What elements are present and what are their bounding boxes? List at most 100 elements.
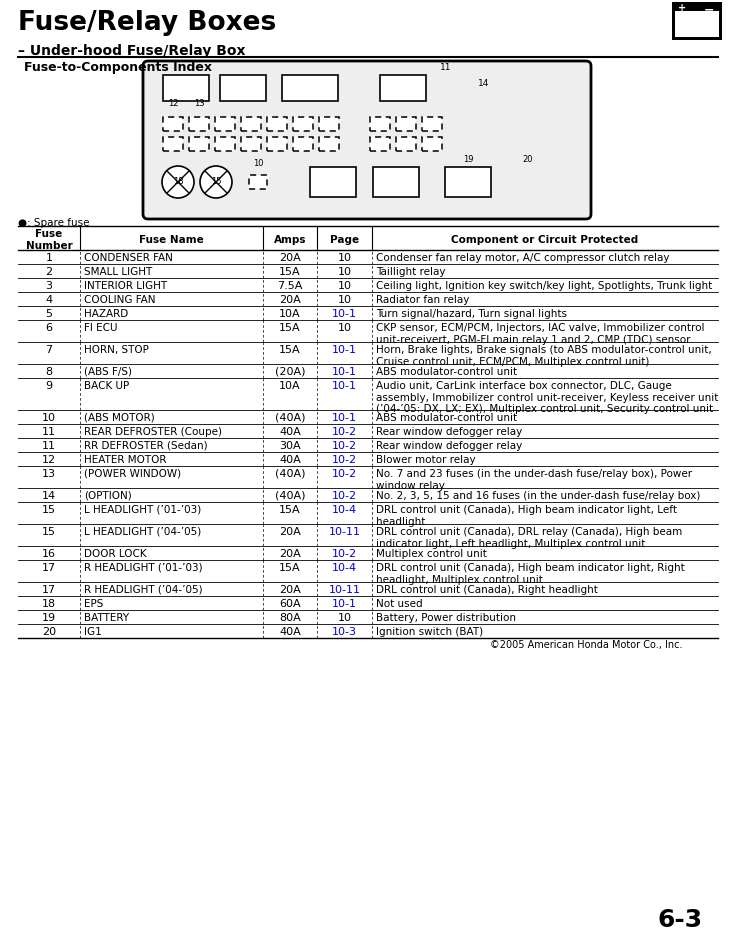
Bar bbox=[370, 137, 390, 151]
Text: 17: 17 bbox=[42, 585, 56, 595]
Text: R HEADLIGHT (’04-’05): R HEADLIGHT (’04-’05) bbox=[84, 585, 202, 595]
Text: (ABS F/S): (ABS F/S) bbox=[84, 367, 132, 377]
Text: Battery, Power distribution: Battery, Power distribution bbox=[376, 613, 516, 623]
Text: 6-3: 6-3 bbox=[657, 908, 703, 932]
Text: 20A: 20A bbox=[279, 253, 301, 263]
Bar bbox=[267, 117, 287, 131]
Text: 20A: 20A bbox=[279, 549, 301, 559]
Text: 40A: 40A bbox=[279, 627, 301, 637]
Text: 13: 13 bbox=[194, 100, 205, 109]
Text: 10-2: 10-2 bbox=[332, 469, 357, 479]
Text: 10: 10 bbox=[338, 295, 352, 305]
Bar bbox=[310, 167, 356, 197]
Text: 40A: 40A bbox=[279, 455, 301, 465]
Text: 20: 20 bbox=[523, 155, 534, 165]
Text: IG1: IG1 bbox=[84, 627, 102, 637]
Bar bbox=[422, 137, 442, 151]
Bar bbox=[189, 137, 209, 151]
Text: 10: 10 bbox=[252, 160, 263, 169]
Text: Fuse-to-Components Index: Fuse-to-Components Index bbox=[24, 61, 212, 74]
Text: 7.5A: 7.5A bbox=[277, 281, 302, 291]
Bar bbox=[215, 117, 235, 131]
Text: Fuse
Number: Fuse Number bbox=[26, 229, 72, 250]
Bar bbox=[249, 175, 267, 189]
Text: 20A: 20A bbox=[279, 585, 301, 595]
Text: 30A: 30A bbox=[279, 441, 301, 451]
Text: DRL control unit (Canada), Right headlight: DRL control unit (Canada), Right headlig… bbox=[376, 585, 598, 595]
Text: (40A): (40A) bbox=[275, 413, 305, 423]
Text: 15A: 15A bbox=[279, 345, 301, 355]
Text: Condenser fan relay motor, A/C compressor clutch relay: Condenser fan relay motor, A/C compresso… bbox=[376, 253, 670, 263]
Text: 10-2: 10-2 bbox=[332, 427, 357, 437]
Text: 10: 10 bbox=[338, 253, 352, 263]
Text: 11: 11 bbox=[440, 64, 452, 72]
Text: COOLING FAN: COOLING FAN bbox=[84, 295, 155, 305]
Text: CKP sensor, ECM/PCM, Injectors, IAC valve, Immobilizer control
unit-receivert, P: CKP sensor, ECM/PCM, Injectors, IAC valv… bbox=[376, 323, 704, 345]
Text: −: − bbox=[704, 3, 714, 16]
Text: 15A: 15A bbox=[279, 267, 301, 277]
Text: ABS modulator-control unit: ABS modulator-control unit bbox=[376, 367, 517, 377]
Text: 15: 15 bbox=[42, 527, 56, 537]
Text: 10-2: 10-2 bbox=[332, 491, 357, 501]
Text: DRL control unit (Canada), High beam indicator light, Right
headlight, Multiplex: DRL control unit (Canada), High beam ind… bbox=[376, 563, 684, 585]
Bar bbox=[282, 75, 338, 101]
Text: Component or Circuit Protected: Component or Circuit Protected bbox=[451, 235, 639, 245]
Bar bbox=[163, 117, 183, 131]
Text: HAZARD: HAZARD bbox=[84, 309, 128, 319]
Text: DRL control unit (Canada), High beam indicator light, Left
headlight: DRL control unit (Canada), High beam ind… bbox=[376, 505, 677, 526]
Bar bbox=[220, 75, 266, 101]
Text: 10-4: 10-4 bbox=[332, 505, 357, 515]
Text: BACK UP: BACK UP bbox=[84, 381, 130, 391]
Text: REAR DEFROSTER (Coupe): REAR DEFROSTER (Coupe) bbox=[84, 427, 222, 437]
Text: Ignition switch (BAT): Ignition switch (BAT) bbox=[376, 627, 483, 637]
Text: Audio unit, CarLink interface box connector, DLC, Gauge
assembly, Immobilizer co: Audio unit, CarLink interface box connec… bbox=[376, 381, 718, 414]
Text: ABS modulator-control unit: ABS modulator-control unit bbox=[376, 413, 517, 423]
Text: No. 2, 3, 5, 15 and 16 fuses (in the under-dash fuse/relay box): No. 2, 3, 5, 15 and 16 fuses (in the und… bbox=[376, 491, 701, 501]
Bar bbox=[293, 137, 313, 151]
Bar bbox=[679, 2, 690, 9]
Text: INTERIOR LIGHT: INTERIOR LIGHT bbox=[84, 281, 167, 291]
Bar bbox=[370, 117, 390, 131]
Text: Page: Page bbox=[330, 235, 359, 245]
Text: Turn signal/hazard, Turn signal lights: Turn signal/hazard, Turn signal lights bbox=[376, 309, 567, 319]
Text: 14: 14 bbox=[478, 80, 489, 89]
Bar bbox=[422, 117, 442, 131]
Bar bbox=[396, 137, 416, 151]
Bar bbox=[704, 2, 715, 9]
Text: Radiator fan relay: Radiator fan relay bbox=[376, 295, 470, 305]
Text: 10A: 10A bbox=[279, 309, 301, 319]
Text: 10-1: 10-1 bbox=[332, 367, 357, 377]
Text: HEATER MOTOR: HEATER MOTOR bbox=[84, 455, 166, 465]
Text: (20A): (20A) bbox=[275, 367, 305, 377]
Bar bbox=[293, 117, 313, 131]
Text: HORN, STOP: HORN, STOP bbox=[84, 345, 149, 355]
Text: 8: 8 bbox=[46, 367, 52, 377]
Text: Rear window defogger relay: Rear window defogger relay bbox=[376, 441, 523, 451]
Text: 10-1: 10-1 bbox=[332, 309, 357, 319]
Text: 10-2: 10-2 bbox=[332, 549, 357, 559]
Text: Fuse/Relay Boxes: Fuse/Relay Boxes bbox=[18, 10, 276, 36]
Bar bbox=[267, 137, 287, 151]
Text: (40A): (40A) bbox=[275, 491, 305, 501]
Text: 15A: 15A bbox=[279, 505, 301, 515]
Bar bbox=[241, 137, 261, 151]
Text: Fuse Name: Fuse Name bbox=[139, 235, 204, 245]
Text: 11: 11 bbox=[42, 441, 56, 451]
Text: 10-2: 10-2 bbox=[332, 455, 357, 465]
Text: L HEADLIGHT (’01-’03): L HEADLIGHT (’01-’03) bbox=[84, 505, 201, 515]
Text: 15: 15 bbox=[42, 505, 56, 515]
Text: 19: 19 bbox=[463, 155, 473, 165]
Text: 12: 12 bbox=[42, 455, 56, 465]
Text: 10: 10 bbox=[338, 323, 352, 333]
Text: ©2005 American Honda Motor Co., Inc.: ©2005 American Honda Motor Co., Inc. bbox=[490, 640, 682, 650]
Text: 11: 11 bbox=[42, 427, 56, 437]
Text: Rear window defogger relay: Rear window defogger relay bbox=[376, 427, 523, 437]
Text: 10-4: 10-4 bbox=[332, 563, 357, 573]
Text: 10-11: 10-11 bbox=[328, 527, 361, 537]
Circle shape bbox=[200, 166, 232, 198]
Bar bbox=[189, 117, 209, 131]
Text: 9: 9 bbox=[46, 381, 52, 391]
Text: 17: 17 bbox=[42, 563, 56, 573]
Text: L HEADLIGHT (’04-’05): L HEADLIGHT (’04-’05) bbox=[84, 527, 201, 537]
Text: 16: 16 bbox=[42, 549, 56, 559]
